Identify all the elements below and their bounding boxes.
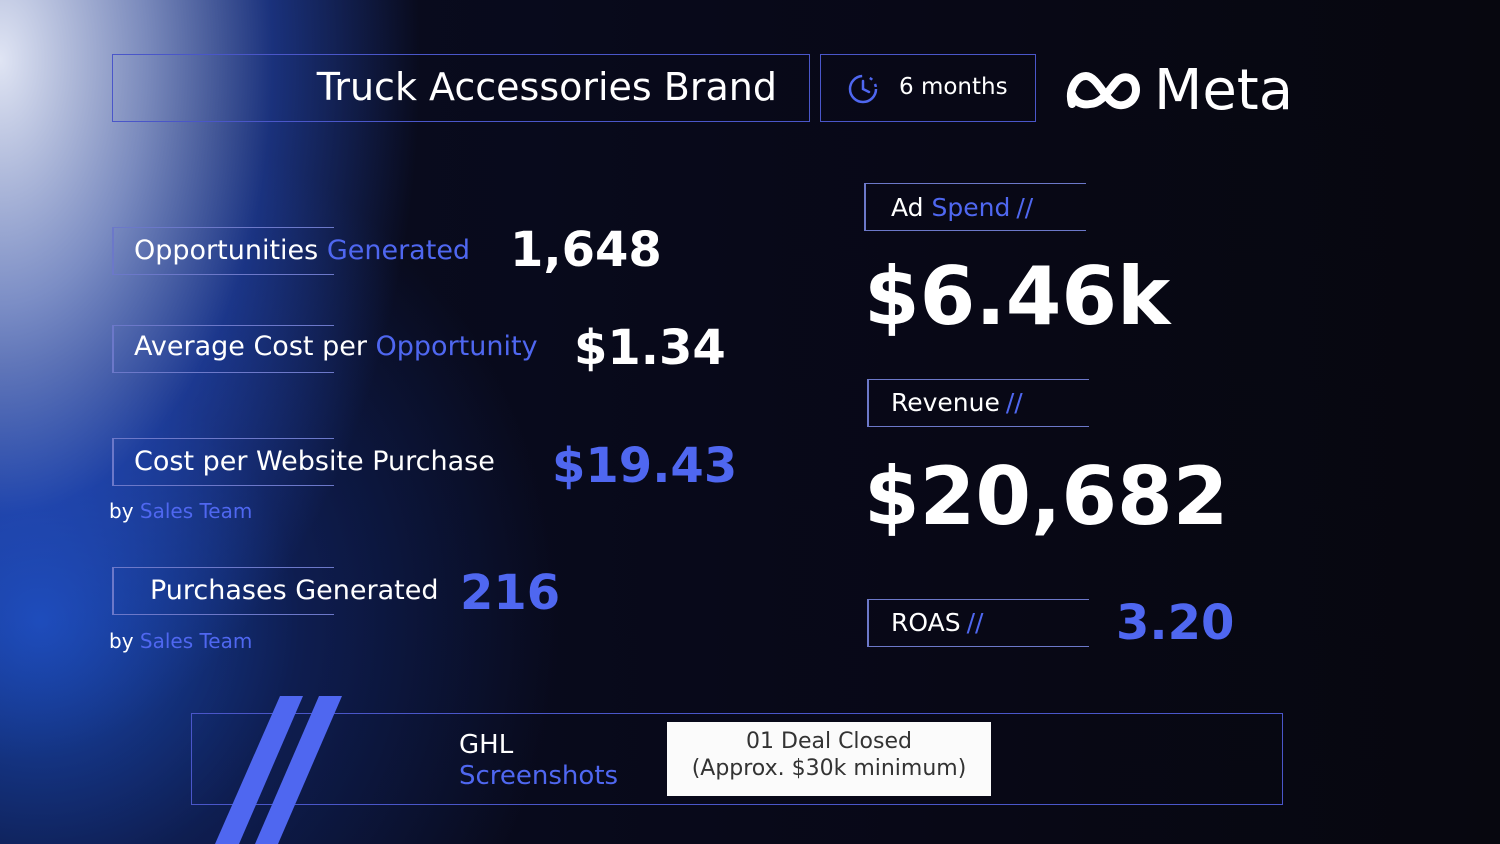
ghl-label: GHL <box>459 730 514 760</box>
page-title: Truck Accessories Brand <box>316 65 777 109</box>
ad-spend-label: Ad Spend// <box>891 193 1034 222</box>
avg-cost-tab <box>112 325 334 373</box>
opportunities-value: 1,648 <box>510 222 662 278</box>
cost-purchase-tab <box>112 438 334 486</box>
avg-cost-label: Average Cost per Opportunity <box>134 331 538 362</box>
cost-purchase-value: $19.43 <box>552 438 738 494</box>
deal-line-1: 01 Deal Closed <box>746 729 912 754</box>
opportunities-tab <box>112 227 334 275</box>
meta-logo-icon <box>1066 66 1142 114</box>
meta-brand-text: Meta <box>1154 57 1294 123</box>
purchases-byline: by Sales Team <box>109 629 253 653</box>
duration-label: 6 months <box>899 74 1008 100</box>
meta-logo: Meta <box>1066 57 1294 123</box>
opportunities-label: Opportunities Generated <box>134 235 471 266</box>
avg-cost-value: $1.34 <box>574 320 726 376</box>
deal-line-2: (Approx. $30k minimum) <box>691 756 967 781</box>
purchases-label: Purchases Generated <box>150 575 439 606</box>
purchases-tab <box>112 567 334 615</box>
screenshots-label: Screenshots <box>459 761 619 791</box>
ad-spend-value: $6.46k <box>864 250 1171 343</box>
revenue-label: Revenue// <box>891 388 1023 417</box>
slash-decoration <box>215 696 342 844</box>
ad-spend-tab <box>864 183 1086 231</box>
purchases-value: 216 <box>460 565 561 621</box>
cost-purchase-byline: by Sales Team <box>109 499 253 523</box>
title-box: Truck Accessories Brand <box>112 54 810 122</box>
revenue-tab <box>867 379 1089 427</box>
deal-card: 01 Deal Closed (Approx. $30k minimum) <box>667 722 991 796</box>
cost-purchase-label: Cost per Website Purchase <box>134 446 495 477</box>
roas-value: 3.20 <box>1116 595 1235 651</box>
duration-box: 6 months <box>820 54 1036 122</box>
clock-icon <box>847 73 879 105</box>
roas-tab <box>867 599 1089 647</box>
footer-box <box>191 713 1283 805</box>
revenue-value: $20,682 <box>864 450 1229 543</box>
roas-label: ROAS// <box>891 608 984 637</box>
